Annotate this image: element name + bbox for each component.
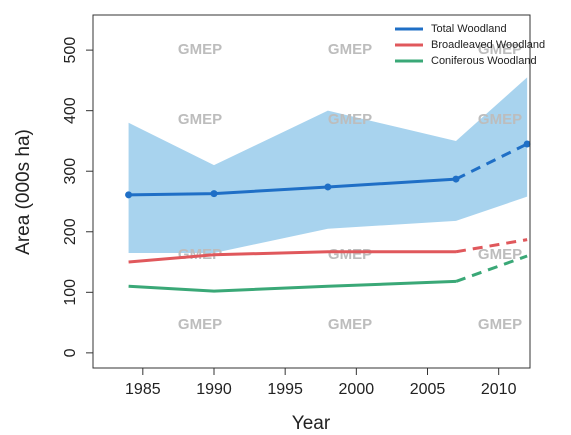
plot-area: GMEP GMEP GMEP GMEP GMEP GMEP GMEP GMEP GMEP GMEP… [125, 41, 531, 333]
series-line-projected [455, 238, 528, 254]
x-tick-label: 1995 [267, 381, 303, 398]
legend-label: Broadleaved Woodland [431, 39, 545, 51]
plot-frame [92, 14, 531, 369]
y-tick-label: 500 [62, 37, 79, 64]
y-tick-label: 0 [62, 348, 79, 357]
watermark: GMEP [478, 246, 522, 263]
watermark: GMEP [478, 41, 522, 58]
watermark: GMEP [478, 316, 522, 333]
x-tick-label: 1985 [125, 381, 161, 398]
watermark: GMEP [178, 316, 222, 333]
data-point [210, 190, 218, 198]
legend: Total Woodland Broadleaved Woodland Conife… [395, 23, 545, 67]
data-point [523, 140, 531, 148]
watermark: GMEP [328, 316, 372, 333]
x-tick-label: 1990 [196, 381, 232, 398]
y-tick-label: 200 [62, 218, 79, 245]
legend-label: Total Woodland [431, 23, 507, 35]
watermark: GMEP [478, 111, 522, 128]
data-point [125, 191, 133, 199]
x-axis-title: Year [292, 413, 331, 434]
y-axis-title: Area (000s ha) [13, 129, 34, 255]
x-tick-label: 2010 [481, 381, 517, 398]
x-tick-label: 2005 [410, 381, 446, 398]
watermark: GMEP [328, 246, 372, 263]
confidence-band [128, 77, 528, 253]
y-tick-label: 300 [62, 158, 79, 185]
watermark: GMEP [178, 111, 222, 128]
watermark: GMEP [328, 41, 372, 58]
series-line [128, 279, 457, 293]
y-tick-label: 100 [62, 279, 79, 306]
legend-label: Coniferous Woodland [431, 55, 537, 67]
series-line [128, 177, 457, 197]
series-line [128, 250, 456, 264]
watermark: GMEP [328, 111, 372, 128]
series-line-projected [455, 254, 528, 283]
y-tick-label: 400 [62, 97, 79, 124]
data-point [452, 175, 460, 183]
data-point [324, 183, 332, 191]
x-tick-label: 2000 [339, 381, 375, 398]
watermark: GMEP [178, 41, 222, 58]
series-line-projected [455, 142, 528, 181]
